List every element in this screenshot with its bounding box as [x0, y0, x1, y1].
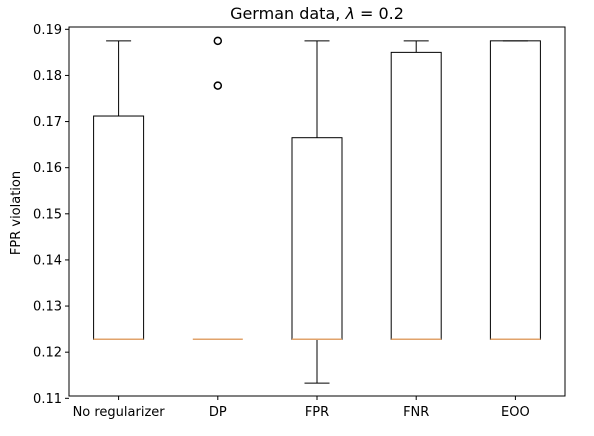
chart-title: German data, λ = 0.2 [230, 4, 404, 23]
y-tick-label: 0.18 [33, 69, 62, 84]
x-tick-label: No regularizer [73, 405, 166, 420]
x-tick-label: EOO [501, 405, 530, 420]
box [291, 137, 343, 340]
y-tick-label: 0.19 [33, 23, 62, 38]
outlier-point [213, 36, 223, 46]
box [489, 40, 541, 340]
x-tick-label: DP [209, 405, 227, 420]
plot-frame [68, 26, 566, 397]
y-tick-label: 0.13 [33, 300, 62, 315]
y-tick-label: 0.15 [33, 207, 62, 222]
y-tick-label: 0.12 [33, 346, 62, 361]
box [93, 115, 145, 340]
y-tick-label: 0.14 [33, 253, 62, 268]
y-tick-label: 0.17 [33, 115, 62, 130]
box [390, 51, 442, 340]
y-tick-label: 0.16 [33, 161, 62, 176]
y-tick-label: 0.11 [33, 392, 62, 407]
x-tick-label: FPR [305, 405, 329, 420]
outlier-point [213, 81, 223, 90]
x-tick-label: FNR [403, 405, 429, 420]
y-axis-label: FPR violation [9, 171, 24, 255]
